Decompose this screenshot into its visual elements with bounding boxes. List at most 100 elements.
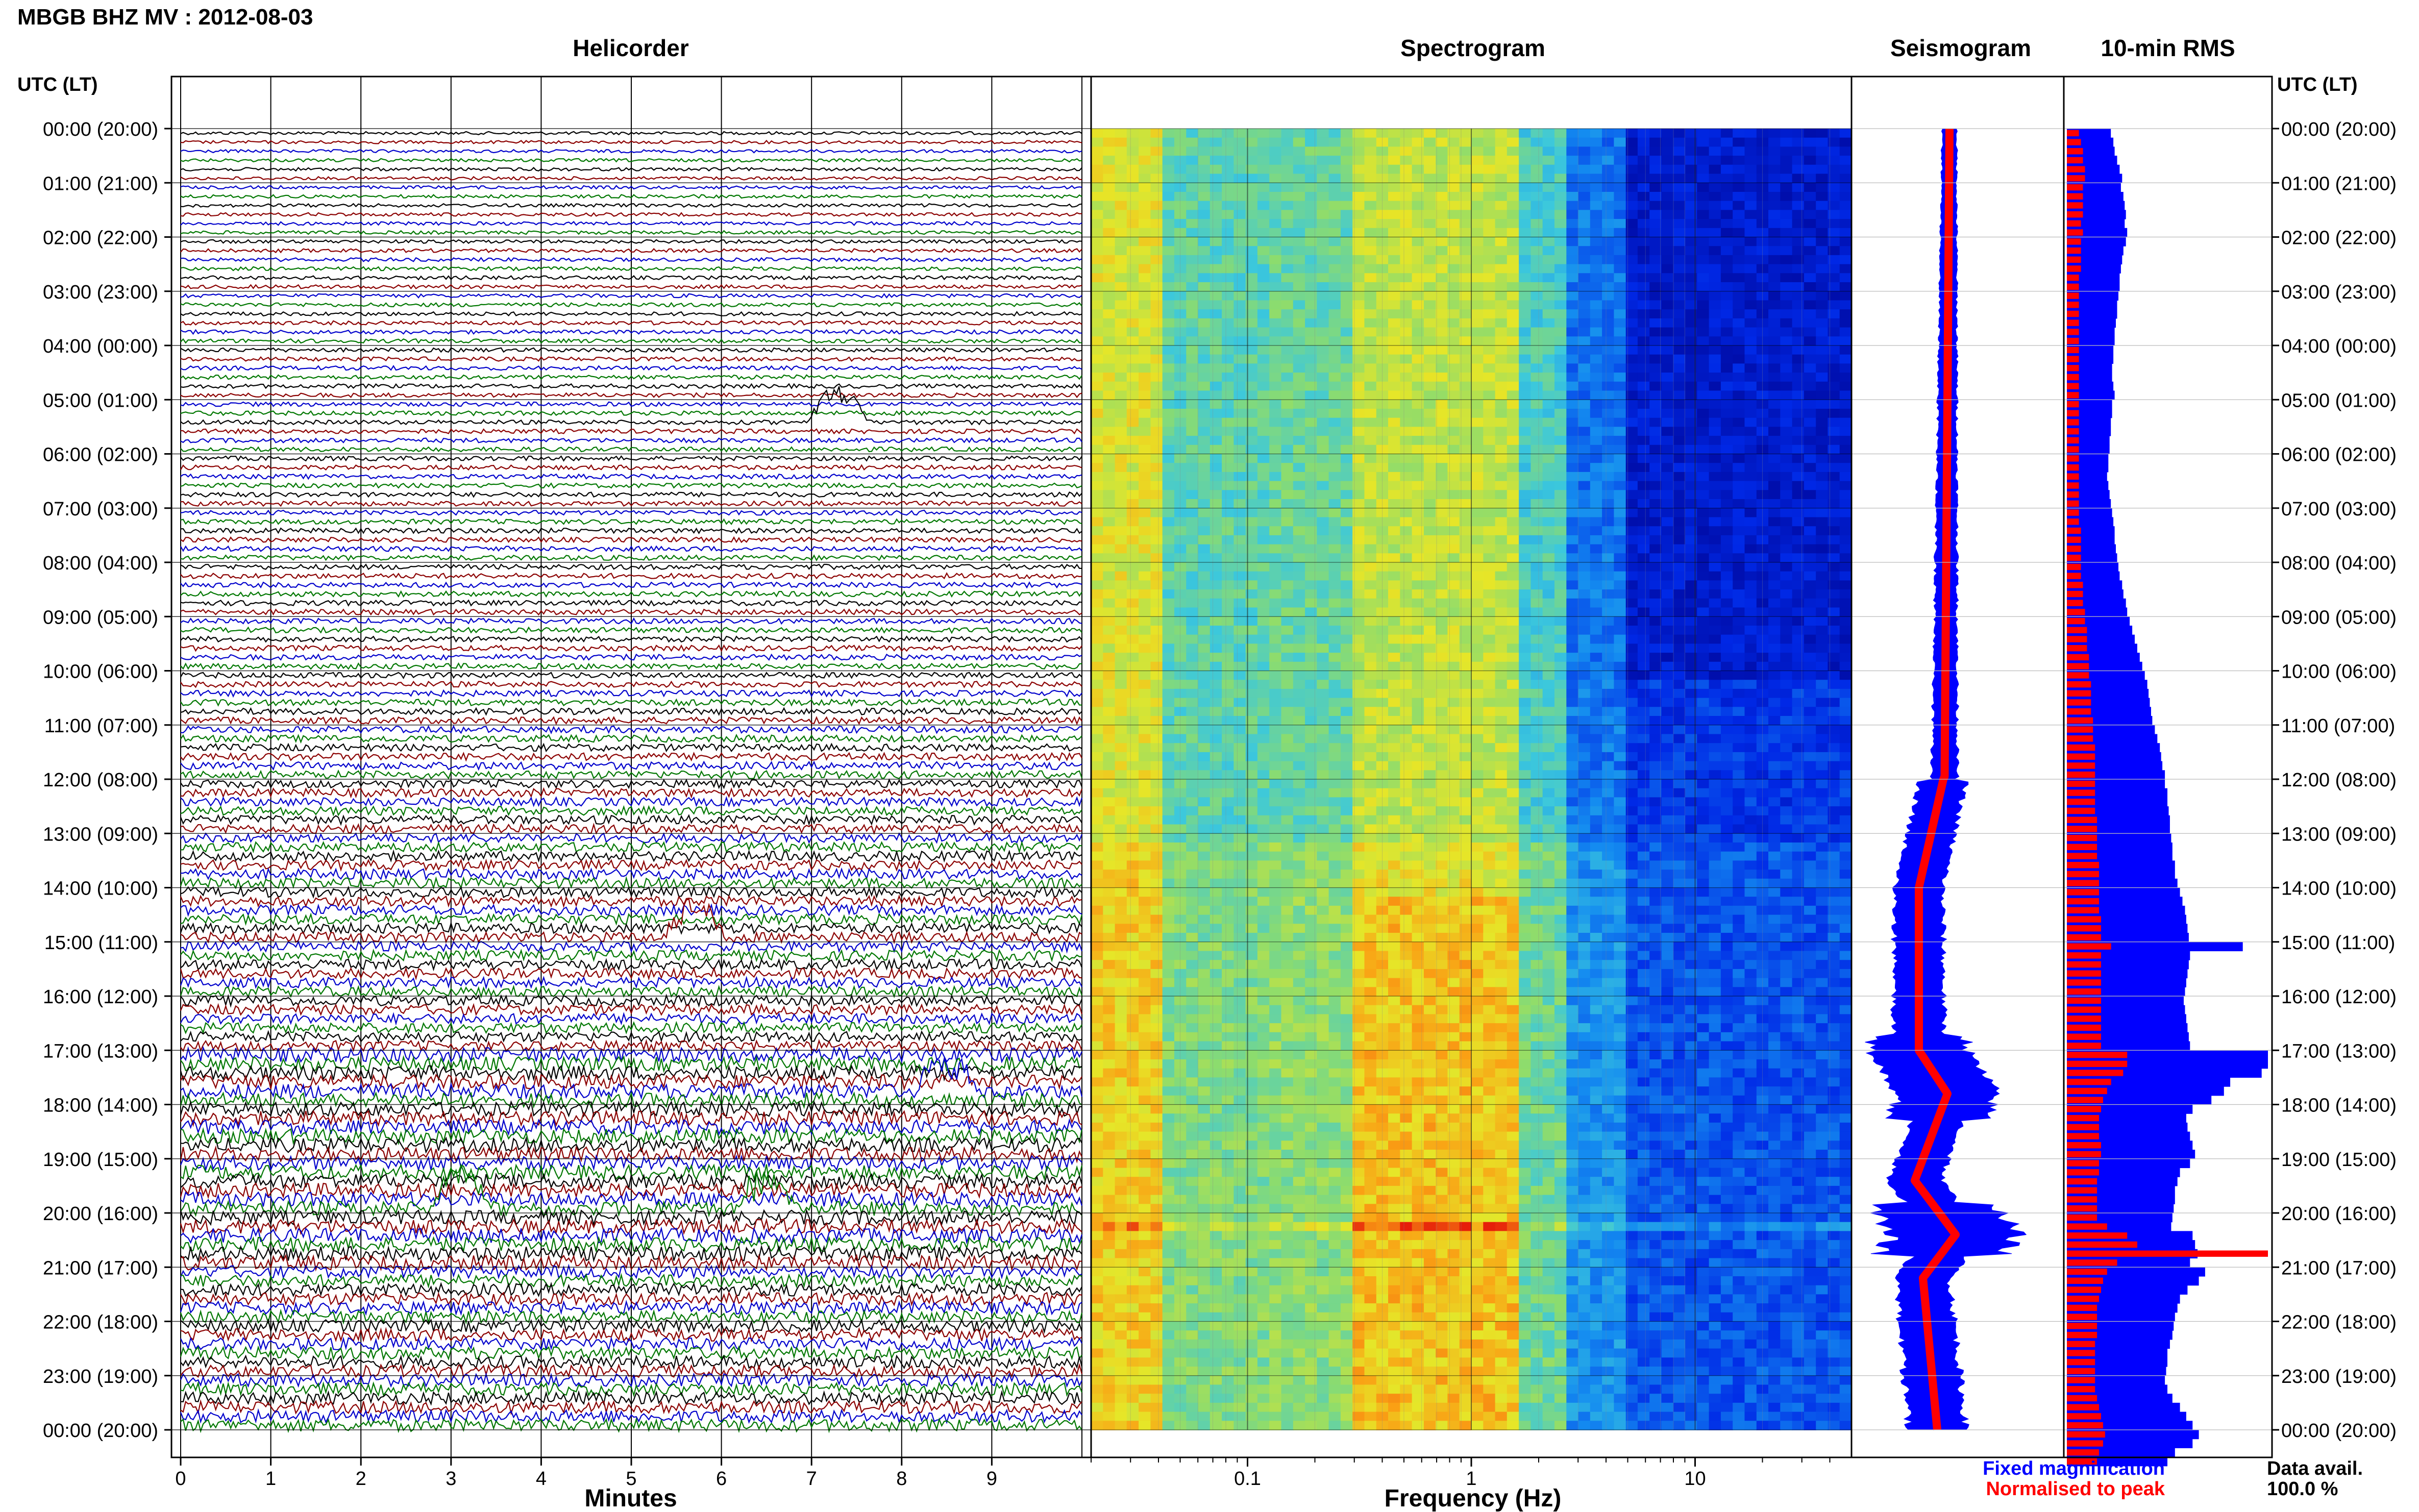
rms-bar-normalised xyxy=(2067,1151,2101,1158)
time-label-left: 01:00 (21:00) xyxy=(43,173,158,194)
rms-bar-normalised xyxy=(2067,292,2079,299)
helicorder-trace xyxy=(180,1399,1082,1416)
minutes-tick-label: 7 xyxy=(806,1468,817,1490)
rms-bar-normalised xyxy=(2067,1033,2101,1040)
rms-bar-normalised xyxy=(2067,365,2079,371)
time-label-right: 01:00 (21:00) xyxy=(2281,173,2397,194)
helicorder-trace xyxy=(180,626,1082,634)
time-label-left: 10:00 (06:00) xyxy=(43,661,158,683)
helicorder-trace xyxy=(180,374,1082,380)
frequency-tick-label: 1 xyxy=(1466,1468,1476,1490)
helicorder-trace xyxy=(180,1091,1082,1109)
rms-bar-normalised xyxy=(2067,1133,2099,1139)
utc-lt-label-right: UTC (LT) xyxy=(2277,74,2358,95)
rms-bar-normalised xyxy=(2067,392,2079,399)
helicorder-trace xyxy=(180,1100,1082,1118)
rms-bar-normalised xyxy=(2067,473,2079,480)
helicorder-trace xyxy=(180,957,1083,972)
helicorder-trace xyxy=(180,554,1082,562)
time-label-left: 16:00 (12:00) xyxy=(43,986,158,1008)
rms-bar-normalised xyxy=(2067,726,2093,733)
rms-bar-normalised xyxy=(2067,1458,2097,1465)
time-label-right: 03:00 (23:00) xyxy=(2281,282,2397,303)
rms-bar-normalised xyxy=(2067,735,2093,742)
time-label-left: 07:00 (03:00) xyxy=(43,499,158,520)
helicorder-trace xyxy=(180,257,1082,262)
helicorder-trace xyxy=(180,1109,1082,1127)
rms-bar-normalised xyxy=(2067,889,2099,896)
helicorder-trace xyxy=(180,293,1082,299)
helicorder-trace xyxy=(180,1345,1082,1361)
chart-title: MBGB BHZ MV : 2012-08-03 xyxy=(17,5,313,30)
rms-bar-fixed xyxy=(2067,309,2117,319)
minutes-tick-label: 9 xyxy=(986,1468,997,1490)
rms-bar-normalised xyxy=(2067,771,2095,778)
rms-bar-normalised xyxy=(2067,1368,2095,1375)
helicorder-trace xyxy=(180,356,1082,362)
helicorder-trace xyxy=(180,311,1082,317)
rms-bar-normalised xyxy=(2067,1223,2107,1230)
time-label-left: 13:00 (09:00) xyxy=(43,824,158,845)
rms-bar-normalised xyxy=(2067,356,2079,362)
helicorder-trace xyxy=(180,446,1082,453)
helicorder-trace xyxy=(180,275,1082,281)
rms-bar-normalised xyxy=(2067,925,2101,932)
helicorder-trace xyxy=(180,1063,1082,1082)
helicorder-trace xyxy=(180,840,1082,854)
rms-bar-normalised xyxy=(2067,310,2079,317)
rms-bar-normalised xyxy=(2067,1124,2099,1130)
time-label-right: 13:00 (09:00) xyxy=(2281,824,2397,845)
rms-bar-normalised xyxy=(2067,130,2079,137)
helicorder-trace xyxy=(180,148,1082,154)
rms-bar-normalised xyxy=(2067,1395,2097,1402)
helicorder-trace xyxy=(180,858,1082,872)
rms-bar-normalised xyxy=(2067,862,2099,869)
helicorder-trace xyxy=(180,347,1082,353)
rms-bar-normalised xyxy=(2067,1196,2097,1203)
rms-bar-normalised xyxy=(2067,337,2079,344)
time-label-right: 00:00 (20:00) xyxy=(2281,1420,2397,1442)
rms-bar-normalised xyxy=(2067,1431,2105,1438)
helicorder-trace xyxy=(180,203,1082,208)
rms-bar-normalised xyxy=(2067,491,2079,498)
rms-bar-normalised xyxy=(2067,988,2101,995)
utc-lt-label-left: UTC (LT) xyxy=(17,74,98,95)
time-label-right: 15:00 (11:00) xyxy=(2281,932,2395,954)
frequency-tick-label: 10 xyxy=(1684,1468,1706,1490)
helicorder-trace xyxy=(180,1003,1083,1017)
helicorder-trace xyxy=(180,671,1082,680)
rms-bar-normalised xyxy=(2067,247,2081,254)
rms-bar-normalised xyxy=(2067,844,2097,850)
helicorder-trace xyxy=(180,662,1082,670)
rms-bar-normalised xyxy=(2067,1313,2097,1320)
helicorder-trace xyxy=(180,948,1082,962)
time-label-left: 11:00 (07:00) xyxy=(44,715,158,737)
rms-bar-normalised xyxy=(2067,1079,2111,1085)
helicorder-trace xyxy=(180,1408,1082,1424)
time-label-right: 10:00 (06:00) xyxy=(2281,661,2397,683)
rms-bar-normalised xyxy=(2067,184,2083,191)
rms-bar-normalised xyxy=(2067,383,2079,389)
rms-bar-normalised xyxy=(2067,1043,2101,1049)
helicorder-trace xyxy=(180,715,1082,726)
helicorder-trace xyxy=(180,975,1082,990)
rms-bar-normalised xyxy=(2067,1106,2101,1112)
helicorder-trace xyxy=(180,644,1082,653)
x-axis-label-frequency: Frequency (Hz) xyxy=(1385,1485,1562,1512)
rms-bar-normalised xyxy=(2067,1259,2117,1266)
minutes-tick-label: 3 xyxy=(446,1468,456,1490)
rms-bar-normalised xyxy=(2067,401,2079,408)
rms-bar-normalised xyxy=(2067,346,2079,354)
helicorder-trace xyxy=(180,437,1082,444)
rms-bar-normalised xyxy=(2067,708,2091,715)
rms-bar-fixed xyxy=(2067,282,2120,292)
helicorder-trace xyxy=(180,464,1082,471)
rms-bar-normalised xyxy=(2067,464,2079,471)
helicorder-trace xyxy=(180,912,1083,926)
time-label-left: 09:00 (05:00) xyxy=(43,607,158,628)
helicorder-trace xyxy=(180,742,1082,753)
helicorder-trace xyxy=(180,769,1083,780)
helicorder-trace xyxy=(180,491,1082,498)
helicorder-trace xyxy=(180,984,1083,999)
helicorder-trace xyxy=(180,386,1082,426)
